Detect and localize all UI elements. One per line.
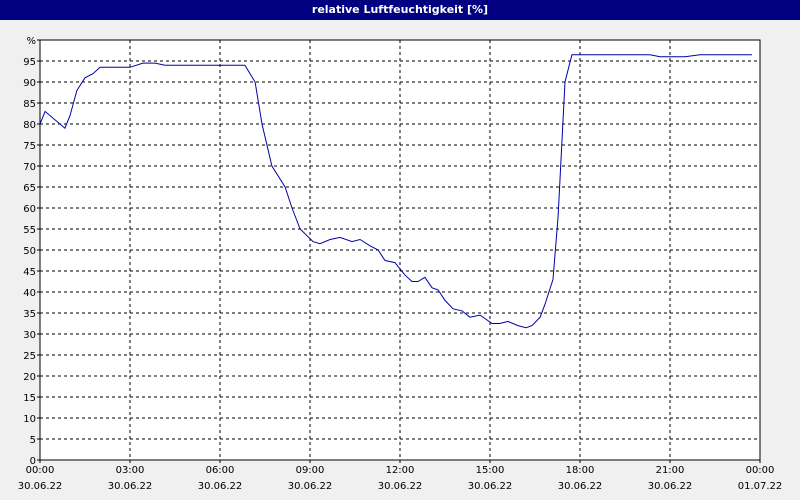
y-tick-label: 70 [23, 162, 36, 173]
y-tick-label: 65 [23, 183, 36, 194]
y-tick-label: 90 [23, 78, 36, 89]
y-tick-label: 15 [23, 393, 36, 404]
y-tick-label: 20 [23, 372, 36, 383]
y-tick-label: 55 [23, 225, 36, 236]
x-tick-label: 00:00 01.07.22 [737, 465, 783, 492]
y-tick-label: 60 [23, 204, 36, 215]
x-tick-label: 15:00 30.06.22 [467, 465, 513, 492]
x-tick-label: 12:00 30.06.22 [377, 465, 423, 492]
y-tick-label: 75 [23, 141, 36, 152]
y-tick-label: % [26, 36, 36, 47]
y-tick-label: 10 [23, 414, 36, 425]
y-tick-label: 35 [23, 309, 36, 320]
y-tick-label: 25 [23, 351, 36, 362]
x-tick-label: 00:00 30.06.22 [17, 465, 63, 492]
x-tick-label: 09:00 30.06.22 [287, 465, 333, 492]
y-tick-label: 95 [23, 57, 36, 68]
y-tick-label: 5 [30, 435, 36, 446]
x-tick-label: 06:00 30.06.22 [197, 465, 243, 492]
y-tick-label: 50 [23, 246, 36, 257]
y-tick-label: 0 [30, 456, 36, 467]
y-tick-label: 40 [23, 288, 36, 299]
y-tick-label: 80 [23, 120, 36, 131]
y-tick-label: 45 [23, 267, 36, 278]
y-tick-label: 85 [23, 99, 36, 110]
x-tick-label: 21:00 30.06.22 [647, 465, 693, 492]
title-bar: relative Luftfeuchtigkeit [%] [0, 0, 800, 20]
x-tick-label: 18:00 30.06.22 [557, 465, 603, 492]
line [39, 54, 752, 329]
x-tick-label: 03:00 30.06.22 [107, 465, 153, 492]
y-tick-label: 30 [23, 330, 36, 341]
